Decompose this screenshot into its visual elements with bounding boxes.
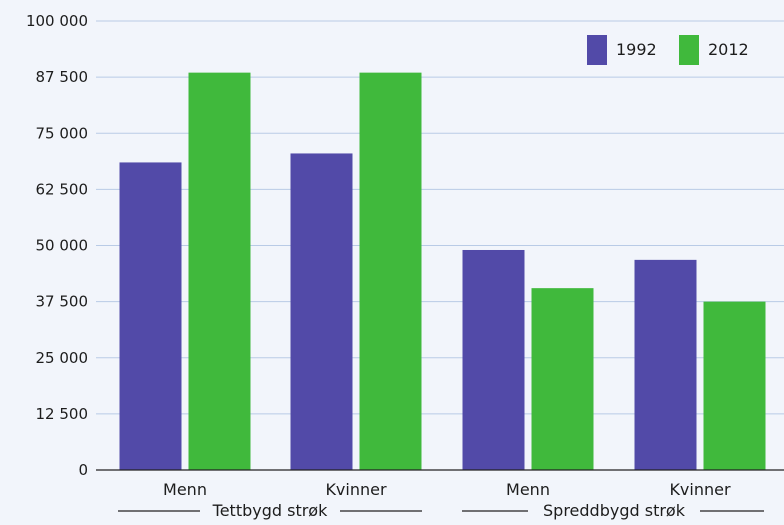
bar-1992-menn: [119, 162, 182, 470]
bar-2012-menn: [188, 72, 251, 470]
y-tick-label: 0: [78, 461, 88, 479]
x-category-label: Kvinner: [325, 480, 387, 499]
legend-label: 1992: [616, 40, 657, 59]
legend-label: 2012: [708, 40, 749, 59]
bars: [119, 72, 766, 470]
bar-2012-kvinner: [703, 301, 766, 470]
legend-swatch-2012: [679, 35, 699, 65]
y-tick-label: 75 000: [36, 124, 89, 142]
bar-2012-menn: [531, 288, 594, 470]
y-tick-label: 37 500: [36, 293, 89, 311]
legend: 1992 2012: [587, 35, 749, 65]
y-axis-ticks: 0 12 500 25 000 37 500 50 000 62 500 75 000 87 …: [26, 12, 88, 479]
bar-1992-kvinner: [290, 153, 353, 470]
x-category-label: Menn: [163, 480, 207, 499]
y-tick-label: 50 000: [36, 237, 89, 255]
group-label: Tettbygd strøk: [212, 501, 328, 520]
x-category-label: Kvinner: [669, 480, 731, 499]
y-tick-label: 25 000: [36, 349, 89, 367]
group-label: Spreddbygd strøk: [543, 501, 686, 520]
y-tick-label: 87 500: [36, 68, 89, 86]
x-category-label: Menn: [506, 480, 550, 499]
y-tick-label: 12 500: [36, 405, 89, 423]
y-tick-label: 100 000: [26, 12, 88, 30]
legend-swatch-1992: [587, 35, 607, 65]
y-tick-label: 62 500: [36, 180, 89, 198]
category-labels: Menn Kvinner Menn Kvinner: [163, 480, 731, 499]
bar-2012-kvinner: [359, 72, 422, 470]
group-labels: Tettbygd strøk Spreddbygd strøk: [118, 501, 764, 520]
bar-1992-menn: [462, 249, 525, 470]
bar-1992-kvinner: [634, 259, 697, 470]
